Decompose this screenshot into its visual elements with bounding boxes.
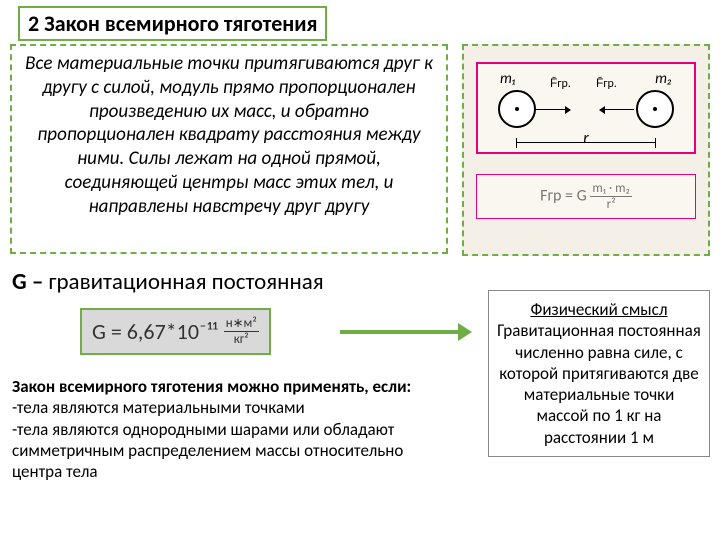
g-units-numerator: н∗м²: [224, 316, 259, 332]
mass-2-circle: [636, 90, 674, 128]
mass-1-circle: [498, 90, 536, 128]
g-constant-label: G – гравитационная постоянная: [12, 268, 324, 296]
arrow-icon: [340, 330, 460, 334]
force-arrow-1: [536, 109, 570, 110]
condition-2: -тела являются однородными шарами или об…: [12, 419, 457, 483]
law-definition-box: Все материальные точки притягиваются дру…: [10, 44, 448, 254]
formula-lhs: Fгр = G: [540, 186, 587, 205]
condition-1: -тела являются материальными точками: [12, 397, 457, 418]
section-title: 2 Закон всемирного тяготения: [18, 6, 327, 41]
force-1-label: F̄гр.: [550, 76, 571, 91]
force-2-label: F̄гр.: [596, 76, 617, 91]
g-description: гравитационная постоянная: [49, 268, 324, 296]
g-units: н∗м² кг²: [224, 316, 259, 347]
g-constant-value-box: G = 6,67*10⁻¹¹ н∗м² кг²: [80, 308, 271, 355]
applicability-header: Закон всемирного тяготения можно применя…: [12, 376, 457, 397]
gravity-diagram: m₁ m₂ F̄гр. F̄гр. r Fгр = G m₁ · m₂ r²: [462, 44, 710, 256]
distance-label: r: [583, 129, 588, 148]
applicability-conditions: Закон всемирного тяготения можно применя…: [12, 376, 457, 482]
physical-meaning-body: Гравитационная постоянная численно равна…: [497, 320, 701, 448]
g-symbol: G –: [12, 268, 49, 296]
force-arrow-2: [600, 109, 634, 110]
formula-denominator: r²: [590, 197, 632, 212]
gravity-formula: Fгр = G m₁ · m₂ r²: [476, 174, 696, 219]
physical-meaning-title: Физический смысл: [497, 299, 701, 320]
mass-1-label: m₁: [500, 70, 516, 88]
g-units-denominator: кг²: [224, 332, 259, 347]
mass-2-label: m₂: [655, 70, 672, 88]
g-value: G = 6,67*10⁻¹¹: [92, 318, 218, 345]
formula-fraction: m₁ · m₂ r²: [590, 181, 632, 212]
physical-meaning-box: Физический смысл Гравитационная постоянн…: [488, 290, 710, 457]
diagram-frame: m₁ m₂ F̄гр. F̄гр. r: [476, 62, 696, 154]
formula-numerator: m₁ · m₂: [590, 181, 632, 197]
